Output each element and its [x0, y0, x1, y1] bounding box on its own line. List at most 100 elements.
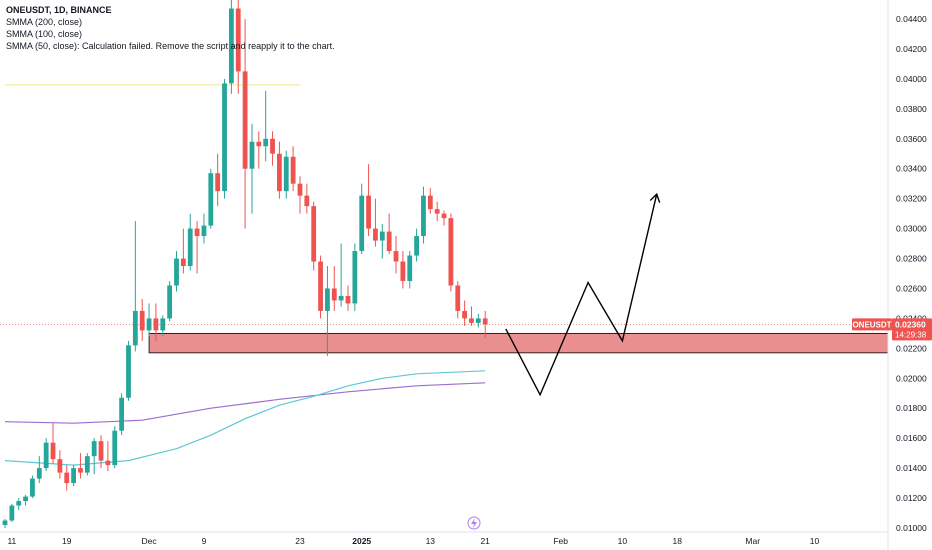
smma200-line	[4, 382, 486, 424]
candle	[228, 0, 234, 94]
price-tick-label: 0.04200	[896, 44, 927, 54]
price-tick-label: 0.01600	[896, 433, 927, 443]
price-tick-label: 0.03600	[896, 134, 927, 144]
candle-body	[400, 261, 406, 281]
candle	[222, 78, 227, 199]
candle-body	[64, 472, 70, 484]
candle	[215, 153, 221, 207]
candle-body	[91, 441, 97, 457]
candle	[105, 441, 111, 472]
candle-body	[270, 138, 275, 154]
candle-body	[180, 258, 186, 267]
candle-body	[283, 156, 289, 192]
candle-body	[448, 218, 454, 286]
candle	[43, 438, 49, 472]
candle	[359, 183, 365, 255]
candle	[407, 251, 413, 289]
candle-body	[304, 195, 310, 207]
candle-body	[23, 496, 28, 502]
candle	[249, 123, 255, 214]
candle-body	[126, 345, 131, 398]
time-tick-label: 9	[202, 536, 207, 546]
candle-body	[78, 468, 83, 473]
candle-body	[311, 206, 317, 262]
candle	[386, 213, 392, 255]
candle-body	[153, 318, 159, 331]
candle-body	[139, 310, 145, 331]
candle	[30, 475, 35, 499]
projection-arrowhead	[649, 192, 661, 203]
time-tick-label: 18	[673, 536, 683, 546]
candle-body	[36, 468, 42, 479]
candle	[201, 213, 207, 244]
time-tick-label: Mar	[745, 536, 760, 546]
candle	[441, 210, 447, 226]
candle-body	[119, 397, 125, 431]
candle	[318, 255, 323, 319]
candle	[393, 236, 399, 274]
candle	[91, 438, 97, 475]
candle	[290, 146, 296, 192]
candle	[421, 186, 426, 244]
candle-body	[263, 138, 269, 147]
price-tick-label: 0.01400	[896, 463, 927, 473]
support-zone	[148, 332, 889, 354]
candle-body	[242, 71, 248, 169]
projection-layer	[505, 192, 661, 397]
price-tick-label: 0.04400	[896, 14, 927, 24]
price-tick-label: 0.04000	[896, 74, 927, 84]
candle-body	[256, 141, 262, 147]
candle-body	[222, 83, 227, 192]
candle	[208, 168, 214, 229]
symbol-tag	[852, 318, 892, 331]
candle-body	[201, 225, 207, 237]
candle-body	[16, 501, 22, 506]
smma100-line	[4, 370, 486, 466]
candle	[270, 131, 275, 166]
time-axis: 11 19 Dec 9 23 2025 13 21 Feb 10 18 Mar 10	[0, 516, 888, 546]
projection-path	[505, 194, 658, 397]
time-tick-label: 13	[426, 536, 436, 546]
candle	[462, 300, 468, 326]
candle-body	[325, 288, 330, 311]
candle	[50, 423, 56, 464]
candle-body	[386, 231, 392, 252]
candle	[36, 456, 42, 484]
candle	[64, 465, 70, 491]
candle	[414, 228, 419, 262]
price-tick-label: 0.02800	[896, 254, 927, 264]
time-tick-label: 11	[7, 536, 16, 546]
candle	[119, 393, 125, 436]
candle	[132, 221, 138, 352]
candle	[400, 251, 406, 289]
candle	[469, 306, 474, 326]
candle-body	[249, 141, 255, 169]
price-tag-countdown: 14:29:38	[895, 330, 927, 339]
candle	[84, 453, 90, 476]
chart-legend: ONEUSDT, 1D, BINANCE SMMA (200, close) S…	[6, 4, 335, 52]
candle-body	[338, 295, 344, 301]
price-tick-label: 0.03400	[896, 164, 927, 174]
time-tick-label: Dec	[141, 536, 157, 546]
candle-body	[235, 8, 241, 72]
candle-body	[9, 505, 15, 521]
price-tick-label: 0.03200	[896, 194, 927, 204]
candle-body	[194, 228, 200, 237]
candle	[71, 465, 76, 487]
candle-body	[2, 520, 8, 526]
candle	[187, 213, 193, 271]
candle-body	[434, 209, 440, 214]
candle-body	[215, 173, 221, 192]
candle	[427, 188, 433, 214]
candle-body	[105, 460, 111, 466]
candle-body	[475, 318, 481, 323]
price-tag	[892, 318, 932, 341]
price-tick-label: 0.03000	[896, 224, 927, 234]
candle-body	[331, 288, 337, 301]
candle	[9, 504, 15, 523]
candle-body	[84, 456, 90, 473]
candle-body	[228, 8, 234, 84]
candle-body	[297, 183, 303, 196]
